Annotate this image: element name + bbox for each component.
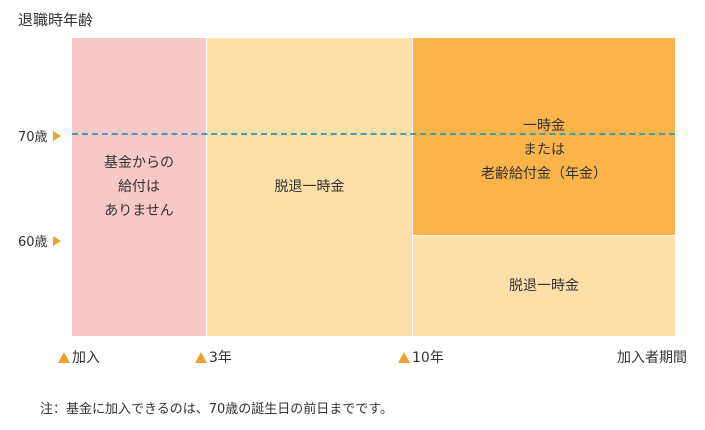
x-label-join: 加入 xyxy=(58,347,100,367)
no-benefit-line-1: 基金からの xyxy=(104,155,174,171)
withdrawal-lump-sum-block-left: 脱退一時金 xyxy=(207,38,412,336)
lump-sum-line-2: または xyxy=(523,142,565,158)
x-label-3y: 3年 xyxy=(195,347,232,367)
triangle-right-icon xyxy=(52,130,61,141)
x-axis-title-text: 加入者期間 xyxy=(617,350,687,366)
no-benefit-block: 基金からの 給付は ありません xyxy=(72,38,206,336)
no-benefit-line-2: 給付は xyxy=(118,179,160,195)
triangle-up-icon xyxy=(398,351,410,363)
y-axis-title: 退職時年齢 xyxy=(18,11,94,29)
triangle-up-icon xyxy=(58,351,70,363)
footnote: 注：基金に加入できるのは、70歳の誕生日の前日までです。 xyxy=(40,402,393,417)
x-label-10y-text: 10年 xyxy=(412,350,444,366)
x-label-10y: 10年 xyxy=(398,347,444,367)
triangle-up-icon xyxy=(195,351,207,363)
withdrawal-lump-sum-label-right: 脱退一時金 xyxy=(509,278,579,294)
y-label-60: 60歳 xyxy=(18,231,61,250)
x-axis-title: 加入者期間 xyxy=(617,347,687,367)
y-label-70: 70歳 xyxy=(18,126,61,145)
x-label-join-text: 加入 xyxy=(72,350,100,366)
withdrawal-lump-sum-label-left: 脱退一時金 xyxy=(274,179,345,195)
lump-sum-line-3: 老齢給付金（年金） xyxy=(481,166,607,182)
age-70-dashed-line xyxy=(72,133,675,135)
withdrawal-lump-sum-block-right: 脱退一時金 xyxy=(413,236,675,336)
no-benefit-line-3: ありません xyxy=(104,203,174,219)
lump-sum-line-1: 一時金 xyxy=(523,118,565,134)
y-label-60-text: 60歳 xyxy=(18,235,48,250)
y-label-70-text: 70歳 xyxy=(18,130,48,145)
x-label-3y-text: 3年 xyxy=(209,350,232,366)
lump-sum-or-pension-block: 一時金 または 老齢給付金（年金） xyxy=(413,38,675,235)
triangle-right-icon xyxy=(52,235,61,246)
